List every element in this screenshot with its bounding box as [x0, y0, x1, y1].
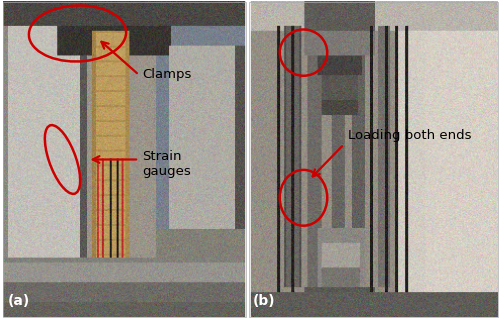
Text: Strain
gauges: Strain gauges — [142, 150, 191, 178]
Text: Loading both ends: Loading both ends — [348, 129, 471, 142]
Bar — [249, 2, 498, 317]
Text: (b): (b) — [252, 294, 275, 308]
Text: Clamps: Clamps — [142, 69, 192, 81]
Bar — [2, 2, 246, 317]
Text: (a): (a) — [8, 294, 30, 308]
